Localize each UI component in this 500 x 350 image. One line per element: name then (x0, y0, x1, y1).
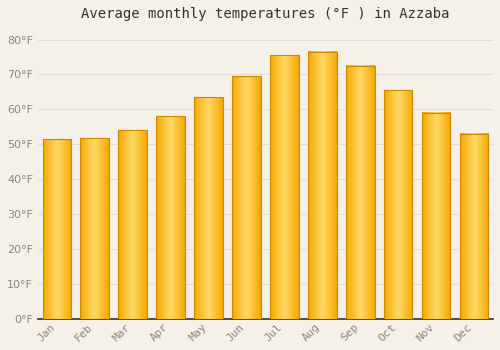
Bar (270, 55, 298, 319)
Bar (156, 116, 185, 319)
Bar (346, 66, 374, 319)
Bar (460, 134, 488, 319)
Bar (194, 97, 223, 319)
Bar (308, 52, 336, 319)
Title: Average monthly temperatures (°F ) in Azzaba: Average monthly temperatures (°F ) in Az… (81, 7, 450, 21)
Bar (422, 113, 450, 319)
Bar (118, 130, 147, 319)
Bar (232, 76, 260, 319)
Bar (80, 138, 109, 319)
Bar (42, 139, 71, 319)
Bar (384, 90, 412, 319)
